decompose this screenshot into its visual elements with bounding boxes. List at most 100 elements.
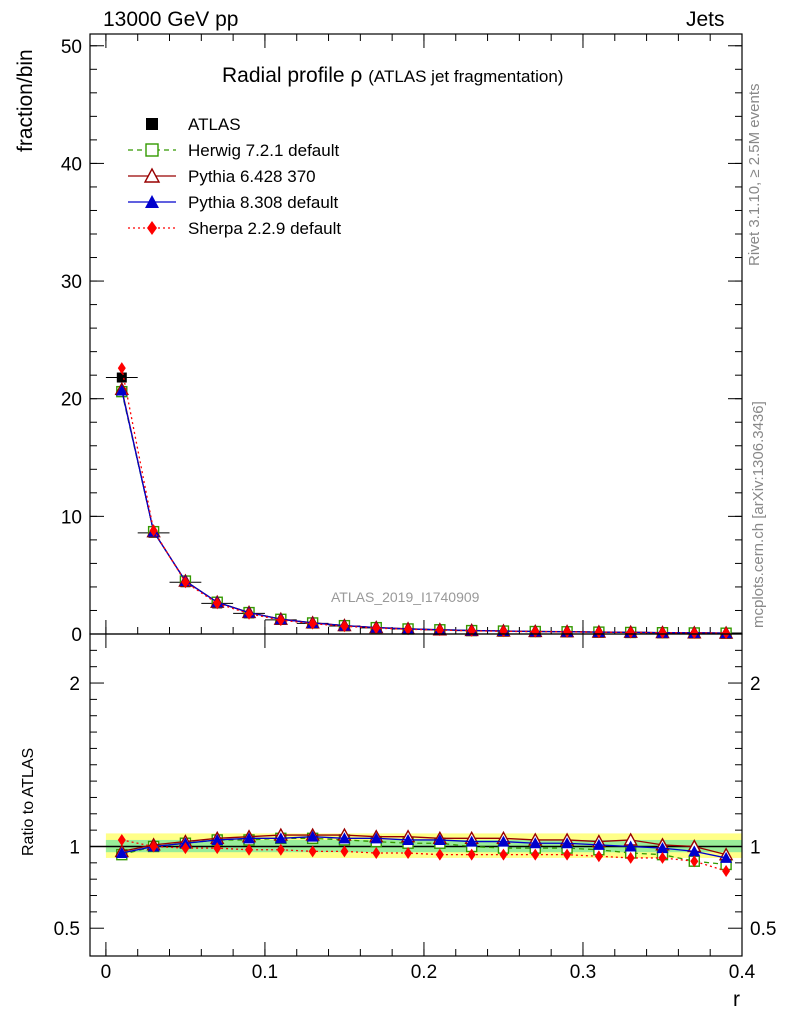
series-line-ratio xyxy=(121,834,727,856)
ratio-point xyxy=(181,842,190,855)
ratio-point xyxy=(338,832,351,844)
series-line-main xyxy=(121,367,727,634)
ratio-point xyxy=(435,848,444,861)
data-point xyxy=(658,626,667,639)
ratio-point xyxy=(656,842,669,854)
x-tick-label: 0.2 xyxy=(411,962,437,983)
ratio-point xyxy=(499,848,508,861)
y-tick-label-ratio: 2 xyxy=(69,674,80,695)
rivet-version-label: Rivet 3.1.10, ≥ 2.5M events xyxy=(746,83,763,267)
ratio-point xyxy=(594,850,603,863)
ratio-point xyxy=(592,838,605,850)
y-tick-label-ratio-right: 2 xyxy=(750,674,761,695)
x-tick-label: 0.3 xyxy=(570,962,596,983)
y-axis-label-ratio: Ratio to ATLAS xyxy=(20,747,37,856)
legend-label: Pythia 6.428 370 xyxy=(188,167,316,186)
ratio-point xyxy=(306,830,319,842)
ratio-point xyxy=(149,840,158,853)
ratio-point xyxy=(433,833,446,845)
ratio-point xyxy=(561,837,574,849)
process-label: Jets xyxy=(686,8,725,31)
energy-label: 13000 GeV pp xyxy=(103,8,239,31)
ratio-point xyxy=(624,840,637,852)
data-point xyxy=(690,626,699,639)
ticks-layer: 0 0.1 0.2 0.3 0.4 0 10 20 30 40 50 0.5 0.5 1 1 2 2 xyxy=(54,34,776,983)
ratio-point xyxy=(274,832,287,844)
data-point xyxy=(116,372,127,383)
ratio-point xyxy=(370,832,383,844)
legend-label: ATLAS xyxy=(188,115,241,134)
ratio-point xyxy=(115,847,128,859)
ratio-point xyxy=(243,832,256,844)
ratio-point xyxy=(690,855,699,868)
ratio-point xyxy=(117,833,126,846)
ratio-point xyxy=(720,851,733,863)
ratio-point xyxy=(308,845,317,858)
ratio-point xyxy=(722,865,731,878)
ratio-point xyxy=(213,842,222,855)
legend-marker xyxy=(146,118,158,130)
ratio-point xyxy=(404,847,413,860)
ratio-point xyxy=(211,833,224,845)
ratio-point xyxy=(529,837,542,849)
legend-entry-pythia-8-308-default: Pythia 8.308 default xyxy=(128,193,339,212)
ratio-point xyxy=(658,851,667,864)
data-point xyxy=(117,362,126,375)
x-tick-label: 0.4 xyxy=(729,962,756,983)
legend-label: Herwig 7.2.1 default xyxy=(188,141,339,160)
y-tick-label-main: 10 xyxy=(61,507,82,528)
y-axis-label-main: fraction/bin xyxy=(14,49,37,152)
ratio-point xyxy=(276,843,285,856)
legend: ATLAS Herwig 7.2.1 default Pythia 6.428 37… xyxy=(128,115,341,238)
legend-entry-atlas: ATLAS xyxy=(146,115,241,134)
ratio-point xyxy=(497,835,510,847)
data-point xyxy=(308,617,317,630)
data-point xyxy=(435,624,444,637)
mcplots-citation-label: mcplots.cern.ch [arXiv:1306.3436] xyxy=(750,401,767,628)
series-sherpa-2-2-9-default xyxy=(117,362,731,878)
ratio-point xyxy=(563,848,572,861)
y-tick-label-ratio: 0.5 xyxy=(54,919,80,940)
y-tick-label-main: 30 xyxy=(61,272,82,293)
legend-label: Pythia 8.308 default xyxy=(188,193,339,212)
x-tick-label: 0 xyxy=(101,962,112,983)
data-point xyxy=(372,622,381,635)
data-point xyxy=(115,384,128,396)
data-point xyxy=(245,607,254,620)
data-point xyxy=(213,597,222,610)
y-tick-label-main: 20 xyxy=(61,390,82,411)
legend-entry-sherpa-2-2-9-default: Sherpa 2.2.9 default xyxy=(128,219,341,238)
y-tick-label-ratio: 1 xyxy=(69,837,80,858)
data-point xyxy=(531,625,540,638)
chart-subtitle: (ATLAS jet fragmentation) xyxy=(368,67,564,86)
ratio-point xyxy=(245,843,254,856)
x-tick-label: 0.1 xyxy=(252,962,278,983)
data-point xyxy=(340,620,349,633)
ratio-point xyxy=(626,851,635,864)
x-axis-label: r xyxy=(733,988,740,1011)
ratio-plot-frame xyxy=(89,633,743,957)
legend-marker xyxy=(143,167,161,183)
ratio-point xyxy=(340,845,349,858)
y-tick-label-main: 0 xyxy=(71,625,82,646)
legend-entry-herwig-7-2-1-default: Herwig 7.2.1 default xyxy=(128,141,339,160)
data-point xyxy=(149,524,158,537)
data-point xyxy=(276,614,285,627)
data-point xyxy=(181,576,190,589)
chart-title-text: Radial profile ρ xyxy=(222,64,363,87)
data-point xyxy=(404,623,413,636)
analysis-watermark: ATLAS_2019_I1740909 xyxy=(331,589,480,605)
data-point xyxy=(594,626,603,639)
y-tick-label-ratio-right: 0.5 xyxy=(750,919,776,940)
chart-title: Radial profile ρ (ATLAS jet fragmentatio… xyxy=(222,64,563,88)
ratio-point xyxy=(531,848,540,861)
legend-marker xyxy=(147,221,157,235)
series-line-ratio xyxy=(121,836,727,859)
series-layer xyxy=(105,362,742,878)
ratio-point xyxy=(467,848,476,861)
legend-marker xyxy=(145,195,159,208)
legend-marker xyxy=(145,143,159,157)
y-tick-label-main: 50 xyxy=(61,37,82,58)
ratio-point xyxy=(688,845,701,857)
